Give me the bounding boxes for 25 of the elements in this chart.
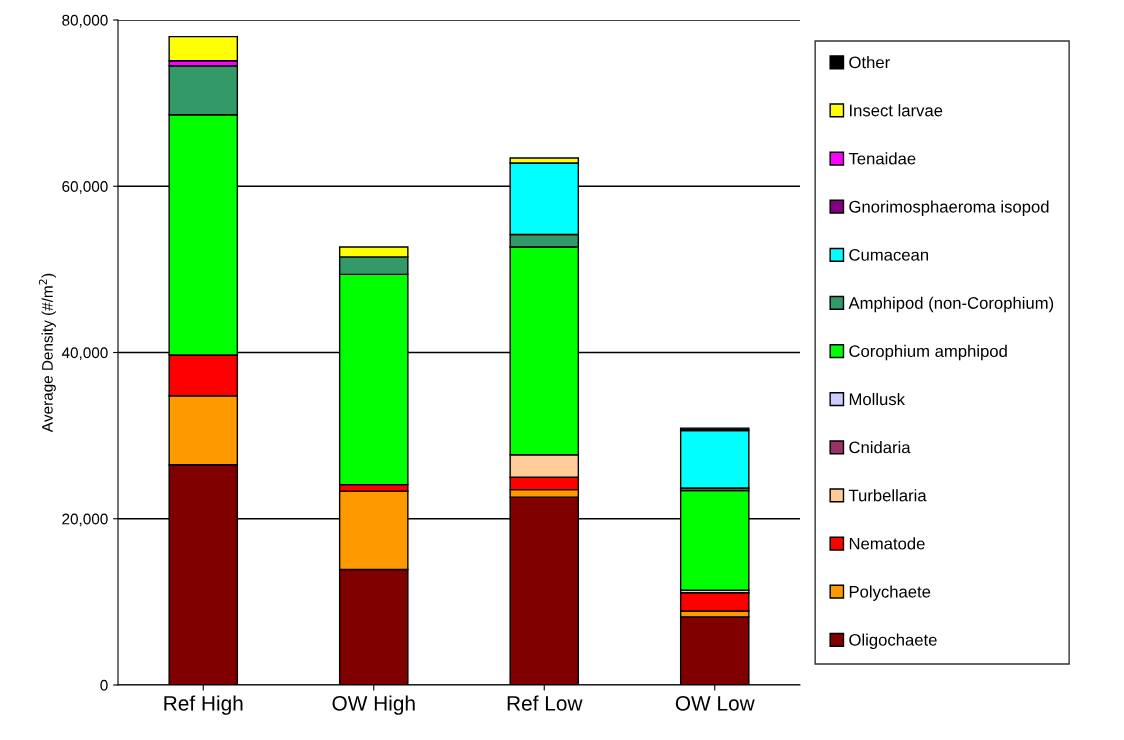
bar bbox=[168, 35, 239, 62]
y-tick-label: 80,000 bbox=[62, 14, 108, 28]
y-tick-label: 40,000 bbox=[61, 347, 108, 360]
legend-label: Mollusk bbox=[849, 392, 905, 406]
legend-label: Nematode bbox=[849, 537, 925, 550]
legend-label: Cnidaria bbox=[849, 441, 911, 454]
legend-label: Gnorimosphaeroma isopod bbox=[849, 200, 1049, 216]
legend-label: Turbellaria bbox=[848, 489, 927, 502]
legend-label: Corophium amphipod bbox=[849, 344, 1007, 361]
y-tick-label: 20,000 bbox=[62, 513, 108, 527]
legend-label: Oligochaete bbox=[849, 633, 937, 650]
x-tick-label: OW Low bbox=[675, 695, 755, 711]
x-tick-label: OW High bbox=[332, 695, 415, 715]
x-tick-label: Ref High bbox=[164, 695, 243, 715]
x-tick-label: Ref Low bbox=[507, 695, 583, 711]
legend-label: Insect larvae bbox=[850, 104, 943, 117]
legend-label: Polychaete bbox=[849, 585, 931, 601]
y-tick-label: 0 bbox=[100, 679, 108, 691]
legend-label: Cumacean bbox=[849, 248, 928, 261]
y-axis-title: Average Density (#/m$^{2}$) bbox=[38, 273, 56, 433]
legend-label: Other bbox=[849, 56, 890, 69]
legend-label: Tenaidae bbox=[848, 152, 916, 165]
legend-label: Amphipod (non-Corophium) bbox=[848, 296, 1054, 313]
y-tick-label: 60,000 bbox=[62, 181, 108, 194]
bar bbox=[679, 429, 750, 489]
